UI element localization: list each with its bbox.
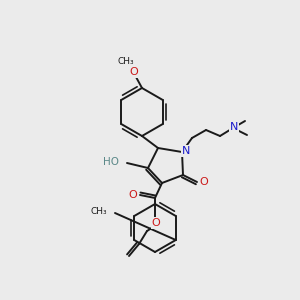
Text: CH₃: CH₃ bbox=[90, 206, 107, 215]
Text: O: O bbox=[129, 190, 137, 200]
Text: O: O bbox=[130, 67, 138, 77]
Text: N: N bbox=[182, 146, 190, 156]
Text: N: N bbox=[230, 122, 238, 132]
Text: O: O bbox=[200, 177, 208, 187]
Text: HO: HO bbox=[103, 157, 119, 167]
Text: O: O bbox=[152, 218, 160, 228]
Text: CH₃: CH₃ bbox=[118, 58, 134, 67]
